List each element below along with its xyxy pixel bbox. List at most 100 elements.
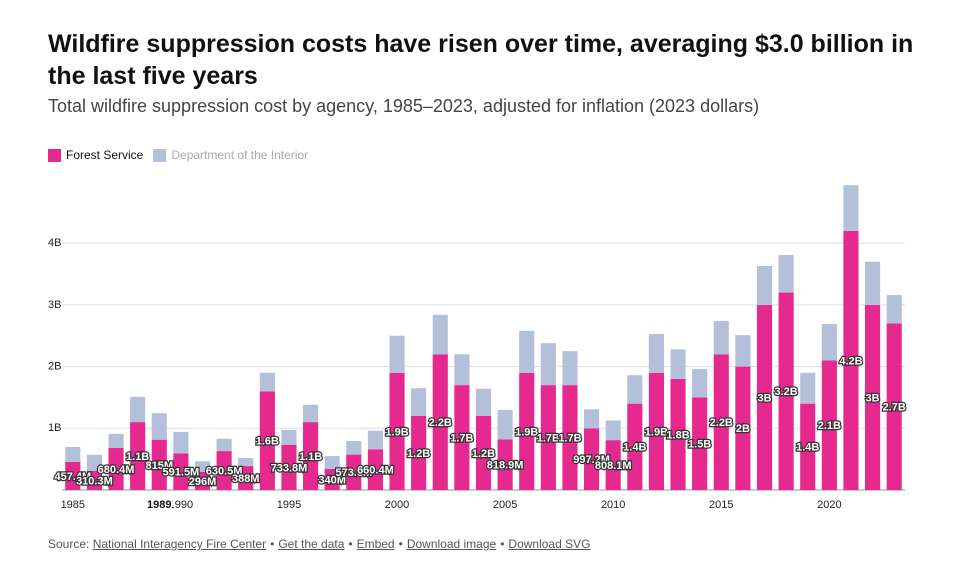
data-label: 997.2M	[573, 454, 610, 466]
data-label: 630.5M	[206, 465, 243, 477]
data-label: 1.6B	[256, 436, 279, 448]
bar	[886, 323, 902, 490]
bar	[411, 415, 427, 490]
bar	[713, 354, 729, 490]
bar	[454, 385, 470, 490]
bar	[367, 449, 383, 490]
data-label: 1.2B	[407, 448, 430, 460]
separator: •	[398, 537, 403, 551]
bar	[670, 378, 686, 490]
bar	[173, 431, 189, 454]
legend-item[interactable]: Department of the Interior	[153, 148, 308, 162]
bar	[130, 396, 146, 423]
bar	[151, 439, 167, 490]
bar	[562, 351, 578, 386]
footer-link[interactable]: Get the data	[278, 537, 345, 551]
y-tick-label: 2B	[48, 361, 61, 373]
bar	[432, 354, 448, 490]
legend: Forest Service Department of the Interior	[48, 148, 308, 162]
bar	[238, 466, 254, 490]
x-tick-label: 1985	[61, 499, 85, 511]
bar	[65, 461, 81, 490]
separator: •	[270, 537, 275, 551]
data-label: 815M	[146, 460, 174, 472]
bar	[692, 369, 708, 398]
bar	[497, 409, 513, 440]
bar	[346, 454, 362, 490]
bar	[584, 409, 600, 429]
bar	[865, 261, 881, 305]
data-label: 1.4B	[796, 442, 819, 454]
bar	[389, 372, 405, 490]
bar	[519, 330, 535, 373]
data-label: 4.2B	[839, 355, 862, 367]
data-label: 2.2B	[710, 417, 733, 429]
data-label: 1.8B	[666, 429, 689, 441]
bar	[648, 333, 664, 373]
bar	[627, 375, 643, 404]
bar	[303, 422, 319, 490]
data-label: 1.4B	[623, 442, 646, 454]
bar	[843, 185, 859, 231]
bar	[540, 385, 556, 490]
footer-link[interactable]: Embed	[356, 537, 395, 551]
bar	[778, 292, 794, 490]
bar	[627, 403, 643, 490]
data-label: 733.8M	[271, 462, 308, 474]
bar	[843, 230, 859, 491]
bar	[194, 471, 211, 490]
data-label: 340M	[318, 474, 346, 486]
x-highlight-label: 1989	[147, 499, 171, 511]
data-label: 457.4M	[54, 471, 91, 483]
x-tick-label: 2020	[817, 499, 841, 511]
bar	[216, 438, 232, 452]
bar	[865, 304, 881, 490]
bar	[648, 372, 664, 490]
chart-title: Wildfire suppression costs have risen ov…	[48, 30, 914, 90]
source-label: Source:	[48, 537, 90, 551]
data-label: 808.1M	[595, 460, 632, 472]
bar	[65, 446, 81, 462]
x-tick-label: 2015	[709, 499, 733, 511]
bar	[411, 388, 427, 416]
data-label: 1.9B	[645, 426, 668, 438]
y-tick-label: 3B	[48, 299, 61, 311]
bar	[324, 469, 340, 490]
x-tick-label: 2010	[601, 499, 625, 511]
footer-link[interactable]: Download SVG	[508, 537, 591, 551]
y-tick-label: 4B	[48, 237, 61, 249]
bar	[303, 404, 319, 423]
bar	[454, 354, 470, 386]
data-label: 680.4M	[98, 464, 135, 476]
data-label: 1.2B	[472, 448, 495, 460]
legend-label: Forest Service	[66, 148, 144, 162]
data-label: 1.1B	[126, 451, 149, 463]
bar	[670, 349, 686, 379]
bar	[584, 428, 600, 490]
data-label: 2B	[736, 423, 750, 435]
bar	[540, 343, 556, 386]
data-label: 1.9B	[385, 426, 408, 438]
footer-link[interactable]: Download image	[406, 537, 497, 551]
bar	[108, 448, 124, 490]
data-label: 3.2B	[774, 386, 797, 398]
data-label: 1.7B	[450, 432, 473, 444]
bar	[367, 430, 383, 450]
bar	[735, 335, 751, 367]
bar	[475, 415, 492, 490]
bar	[821, 324, 837, 361]
bar	[324, 456, 340, 470]
x-tick-label: 1995	[277, 499, 301, 511]
legend-item[interactable]: Forest Service	[48, 148, 143, 162]
bar	[130, 422, 146, 490]
footer-link[interactable]: National Interagency Fire Center	[92, 537, 267, 551]
bar	[281, 444, 297, 490]
chart: 1B2B3B4B457.4M310.3M680.4M1.1B815M591.5M…	[48, 185, 907, 512]
data-label: 310.3M	[76, 475, 113, 487]
bar	[800, 372, 816, 404]
data-label: 2.1B	[818, 420, 841, 432]
bar	[86, 470, 102, 490]
bar	[562, 385, 578, 490]
bar	[86, 454, 102, 471]
